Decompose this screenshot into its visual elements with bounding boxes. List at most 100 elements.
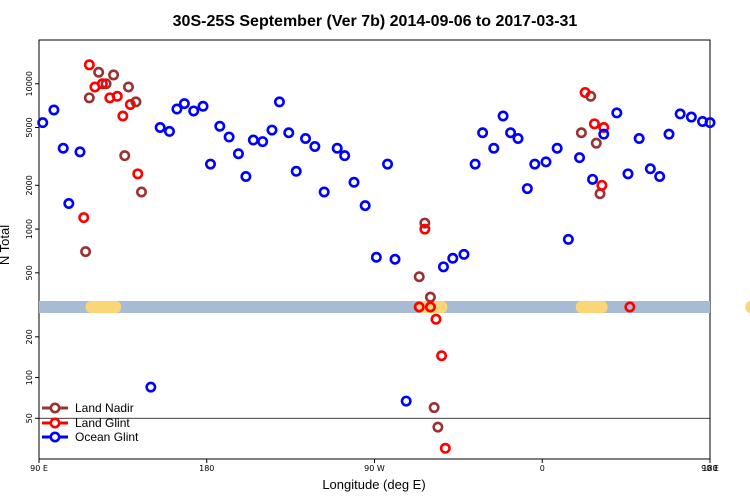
separator-highlight bbox=[745, 301, 750, 313]
point-ocean-glint bbox=[674, 108, 686, 120]
x-tick-label: 180 bbox=[702, 464, 717, 473]
legend-entry-land-glint: Land Glint bbox=[42, 416, 130, 430]
legend-label-land-glint: Land Glint bbox=[75, 416, 130, 430]
y-tick-label: 1000 bbox=[25, 219, 34, 239]
point-ocean-glint bbox=[389, 253, 401, 265]
y-axis-ticks: 500 1000 2000 5000 10000 50 100 200 bbox=[25, 71, 39, 423]
point-ocean-glint bbox=[370, 251, 382, 263]
x-tick-label: 90 E bbox=[30, 464, 48, 473]
point-land-nadir bbox=[590, 137, 602, 149]
point-ocean-glint bbox=[273, 96, 285, 108]
y-tick-label: 100 bbox=[25, 370, 34, 385]
y-tick-label: 200 bbox=[25, 329, 34, 344]
point-ocean-glint bbox=[551, 142, 563, 154]
point-ocean-glint bbox=[382, 158, 394, 170]
x-axis-label: Longitude (deg E) bbox=[322, 477, 425, 492]
point-ocean-glint bbox=[266, 124, 278, 136]
point-land-glint bbox=[430, 313, 442, 325]
point-ocean-glint bbox=[505, 127, 517, 139]
point-ocean-glint bbox=[154, 121, 166, 133]
point-ocean-glint bbox=[497, 110, 509, 122]
y-tick-label: 10000 bbox=[25, 71, 34, 96]
point-ocean-glint bbox=[48, 104, 60, 116]
point-ocean-glint bbox=[512, 133, 524, 145]
point-land-glint bbox=[598, 121, 610, 133]
point-ocean-glint bbox=[204, 158, 216, 170]
x-tick-label: 0 bbox=[540, 464, 545, 473]
point-land-glint bbox=[596, 179, 608, 191]
point-land-nadir bbox=[80, 246, 92, 258]
point-land-glint bbox=[579, 87, 591, 99]
point-land-nadir bbox=[122, 81, 134, 93]
point-ocean-glint bbox=[477, 127, 489, 139]
point-land-glint bbox=[132, 168, 144, 180]
point-ocean-glint bbox=[437, 261, 449, 273]
point-ocean-glint bbox=[240, 171, 252, 183]
point-land-nadir bbox=[419, 217, 431, 229]
point-ocean-glint bbox=[529, 158, 541, 170]
point-ocean-glint bbox=[232, 148, 244, 160]
legend-entry-land-nadir: Land Nadir bbox=[42, 401, 134, 415]
point-ocean-glint bbox=[633, 133, 645, 145]
series-land-glint bbox=[78, 59, 636, 454]
point-ocean-glint bbox=[447, 252, 459, 264]
y-tick-label: 5000 bbox=[25, 117, 34, 137]
y-tick-label: 2000 bbox=[25, 175, 34, 195]
separator-highlight bbox=[85, 301, 122, 313]
point-ocean-glint bbox=[197, 100, 209, 112]
point-land-glint bbox=[588, 118, 600, 130]
point-land-glint bbox=[117, 110, 129, 122]
point-ocean-glint bbox=[587, 173, 599, 185]
point-land-glint bbox=[624, 301, 636, 313]
point-ocean-glint bbox=[598, 128, 610, 140]
point-ocean-glint bbox=[339, 150, 351, 162]
point-ocean-glint bbox=[611, 107, 623, 119]
point-ocean-glint bbox=[663, 128, 675, 140]
point-land-nadir bbox=[136, 186, 148, 198]
legend-label-ocean-glint: Ocean Glint bbox=[75, 430, 139, 444]
point-ocean-glint bbox=[685, 111, 697, 123]
point-ocean-glint bbox=[145, 381, 157, 393]
point-ocean-glint bbox=[300, 133, 312, 145]
point-ocean-glint bbox=[290, 165, 302, 177]
point-ocean-glint bbox=[74, 146, 86, 158]
point-ocean-glint bbox=[331, 142, 343, 154]
point-ocean-glint bbox=[214, 120, 226, 132]
x-tick-label: 90 W bbox=[364, 464, 385, 473]
point-land-glint bbox=[96, 78, 108, 90]
separator-highlight bbox=[575, 301, 608, 313]
point-ocean-glint bbox=[540, 156, 552, 168]
point-ocean-glint bbox=[488, 142, 500, 154]
point-land-nadir bbox=[108, 69, 120, 81]
point-ocean-glint bbox=[458, 248, 470, 260]
point-land-glint bbox=[124, 98, 136, 110]
point-ocean-glint bbox=[63, 197, 75, 209]
point-land-nadir bbox=[83, 92, 95, 104]
point-land-glint bbox=[419, 223, 431, 235]
point-ocean-glint bbox=[359, 200, 371, 212]
point-ocean-glint bbox=[171, 103, 183, 115]
point-land-glint bbox=[413, 301, 425, 313]
point-ocean-glint bbox=[521, 183, 533, 195]
y-axis-label: N Total bbox=[0, 225, 12, 265]
point-ocean-glint bbox=[309, 141, 321, 153]
separator-band-highlights bbox=[85, 301, 750, 313]
legend-marker-land-nadir bbox=[49, 402, 61, 414]
series-land-nadir bbox=[80, 66, 606, 433]
y-tick-label: 500 bbox=[25, 265, 34, 280]
legend-label-land-nadir: Land Nadir bbox=[75, 401, 134, 415]
x-tick-label: 180 bbox=[199, 464, 214, 473]
point-ocean-glint bbox=[562, 233, 574, 245]
point-land-nadir bbox=[428, 402, 440, 414]
series-ocean-glint bbox=[37, 96, 716, 407]
point-ocean-glint bbox=[469, 158, 481, 170]
point-ocean-glint bbox=[188, 105, 200, 117]
point-ocean-glint bbox=[622, 168, 634, 180]
legend: Land Nadir Land Glint Ocean Glint bbox=[42, 401, 139, 444]
point-land-nadir bbox=[432, 421, 444, 433]
point-ocean-glint bbox=[178, 98, 190, 110]
point-ocean-glint bbox=[704, 117, 716, 129]
point-ocean-glint bbox=[644, 163, 656, 175]
point-ocean-glint bbox=[247, 134, 259, 146]
